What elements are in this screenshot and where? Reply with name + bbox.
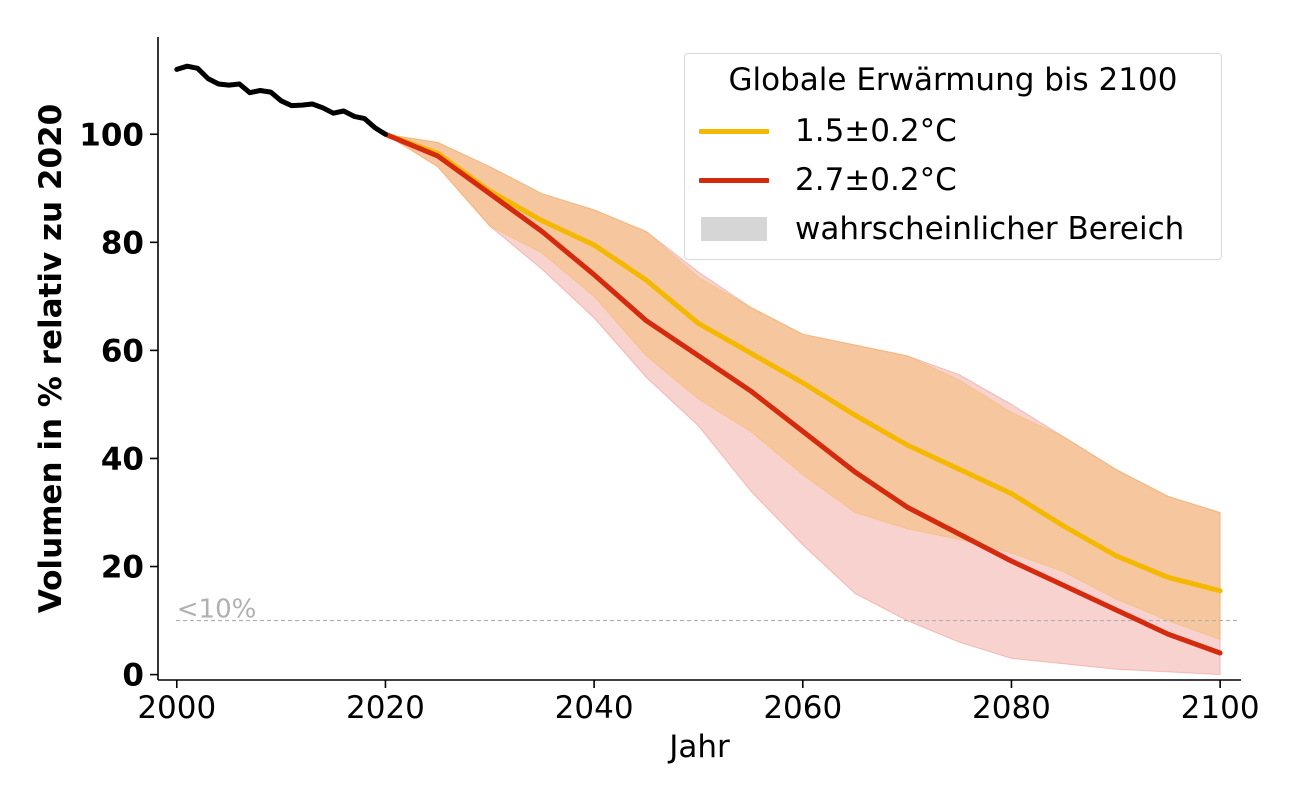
y-tick-label: 0 [122,658,144,694]
line-observed [174,63,388,137]
legend-label-high-warming: 2.7±0.2°C [795,162,957,198]
legend-swatch-low-warming [699,128,769,134]
legend-swatch-high-warming [699,177,769,183]
band-low-warming [385,133,1221,641]
ten-percent-label: <10% [177,595,257,625]
legend-label-low-warming: 1.5±0.2°C [795,113,957,149]
legend-item-range: wahrscheinlicher Bereich [699,209,1184,249]
y-tick-label: 100 [79,117,144,153]
y-tick-label: 40 [101,441,144,477]
x-tick-label: 2060 [763,690,842,726]
x-axis-label: Jahr [667,729,730,765]
x-tick-label: 2100 [1181,690,1260,726]
legend-title: Globale Erwärmung bis 2100 [728,62,1178,98]
x-ticks: 2000 2020 2040 2060 2080 2100 [137,680,1260,726]
x-tick-label: 2040 [555,690,634,726]
y-axis-label: Volumen in % relativ zu 2020 [33,104,69,613]
x-tick-label: 2020 [346,690,425,726]
x-tick-label: 2080 [972,690,1051,726]
legend-item-high-warming: 2.7±0.2°C [699,160,957,200]
legend-label-range: wahrscheinlicher Bereich [795,211,1185,247]
line-high-warming [383,131,1223,656]
legend: Globale Erwärmung bis 2100 1.5±0.2°C 2.7… [684,53,1222,260]
legend-item-low-warming: 1.5±0.2°C [699,111,957,151]
likely-range-bands [385,133,1221,676]
legend-swatch-range [701,217,767,241]
band-high-warming [385,133,1221,676]
y-ticks: 0 20 40 60 80 100 [79,117,158,694]
x-tick-label: 2000 [137,690,216,726]
series-lines [174,63,1223,656]
reference-line-group: <10% [176,595,1239,625]
y-tick-label: 20 [101,550,144,586]
y-tick-label: 80 [101,225,144,261]
y-tick-label: 60 [101,333,144,369]
line-low-warming [383,131,1223,594]
